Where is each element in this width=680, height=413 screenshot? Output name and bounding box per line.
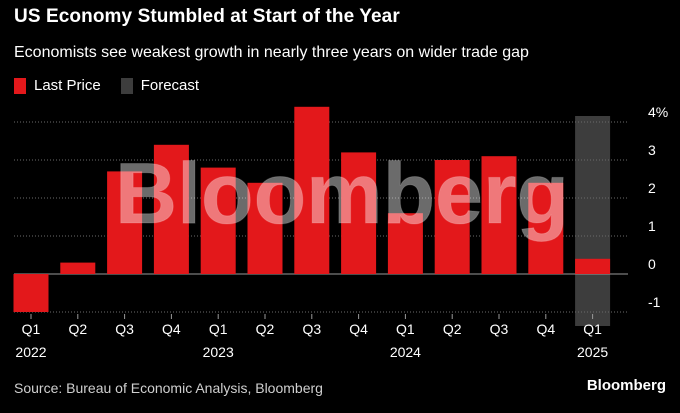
bar-11: [528, 182, 564, 274]
legend-swatch-last-price: [14, 77, 26, 94]
y-tick-label: -1: [648, 294, 661, 310]
x-tick-label: Q1: [209, 321, 228, 337]
x-tick-label: Q4: [349, 321, 368, 337]
legend-item-forecast: Forecast: [120, 77, 200, 94]
y-tick-label: 4%: [648, 104, 668, 120]
bar-7: [341, 152, 377, 274]
bar-chart: Bloomberg -1 0 1 2 3 4% Q1 Q2 Q3 Q4 Q1 Q2 Q3 Q4 Q1 Q2 Q3 Q…: [13, 104, 668, 360]
y-tick-label: 0: [648, 256, 656, 272]
year-label: 2024: [390, 344, 421, 360]
bar-0: [13, 274, 49, 312]
bar-2: [107, 171, 143, 274]
bar-9: [434, 160, 470, 274]
legend-label-forecast: Forecast: [140, 77, 200, 94]
x-tick-label: Q2: [443, 321, 462, 337]
x-tick-label: Q1: [396, 321, 415, 337]
x-tick-label: Q4: [162, 321, 181, 337]
source-note: Source: Bureau of Economic Analysis, Blo…: [14, 380, 323, 396]
bar-12: [575, 258, 611, 274]
year-label: 2022: [15, 344, 46, 360]
chart-title: US Economy Stumbled at Start of the Year: [14, 6, 400, 27]
y-tick-label: 3: [648, 142, 656, 158]
legend-item-last-price: Last Price: [14, 77, 101, 94]
bar-5: [247, 182, 283, 274]
x-tick-label: Q3: [302, 321, 321, 337]
watermark: Bloomberg: [115, 146, 569, 242]
x-tick-label: Q3: [115, 321, 134, 337]
year-label: 2025: [577, 344, 608, 360]
y-tick-label: 2: [648, 180, 656, 196]
bloomberg-logo: Bloomberg: [586, 377, 666, 394]
x-tick-label: Q4: [536, 321, 555, 337]
bar-4: [200, 167, 236, 274]
x-tick-label: Q1: [583, 321, 602, 337]
chart-subtitle: Economists see weakest growth in nearly …: [14, 44, 529, 61]
bar-6: [294, 106, 330, 274]
bar-3: [153, 144, 189, 274]
legend-swatch-forecast: [120, 77, 133, 94]
bar-8: [387, 213, 423, 274]
x-tick-label: Q1: [22, 321, 41, 337]
bar-10: [481, 156, 517, 274]
forecast-band: [575, 116, 611, 326]
x-tick-label: Q2: [68, 321, 87, 337]
legend-label-last-price: Last Price: [34, 77, 101, 94]
year-label: 2023: [203, 344, 234, 360]
bar-1: [60, 262, 96, 274]
legend: Last Price Forecast: [14, 77, 219, 94]
y-tick-label: 1: [648, 218, 656, 234]
x-tick-label: Q3: [490, 321, 509, 337]
x-tick-label: Q2: [256, 321, 275, 337]
